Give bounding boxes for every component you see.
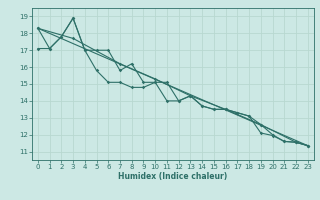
X-axis label: Humidex (Indice chaleur): Humidex (Indice chaleur) [118, 172, 228, 181]
